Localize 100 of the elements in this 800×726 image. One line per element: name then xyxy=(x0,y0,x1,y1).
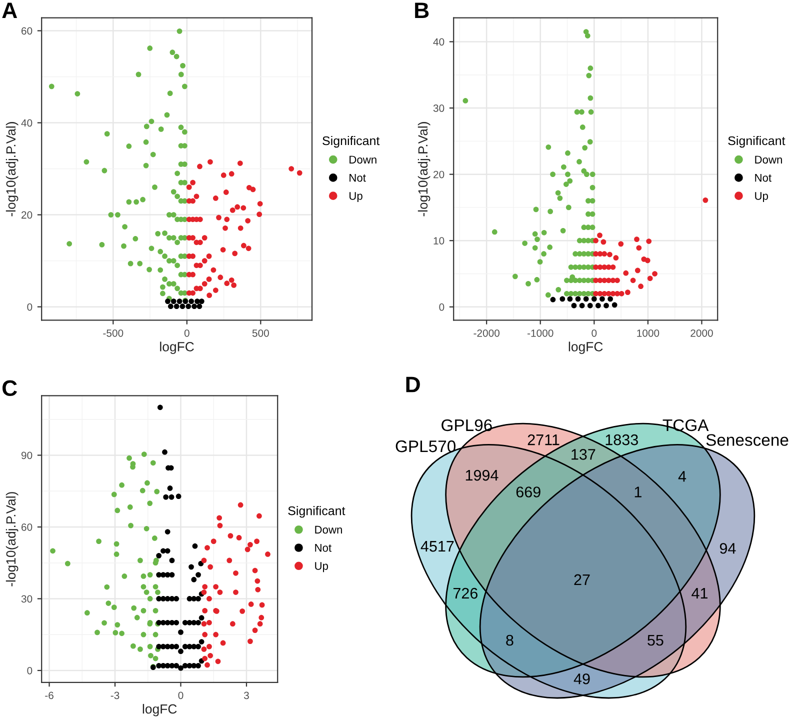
point xyxy=(604,302,609,308)
point xyxy=(238,225,244,231)
y-axis-title: -log10(adj.P.Val) xyxy=(418,122,430,216)
point xyxy=(220,247,226,252)
point xyxy=(84,610,90,616)
point xyxy=(217,590,223,595)
point xyxy=(210,267,216,273)
point xyxy=(233,590,238,595)
text: 1 xyxy=(634,486,642,498)
point xyxy=(567,296,573,302)
point xyxy=(147,644,153,650)
point xyxy=(147,596,153,602)
point xyxy=(144,480,150,486)
text: 1994 xyxy=(466,470,498,481)
point xyxy=(168,304,174,310)
point xyxy=(591,296,597,302)
legend-label: Up xyxy=(350,192,362,202)
point xyxy=(230,621,236,627)
point xyxy=(170,298,176,304)
point xyxy=(579,302,585,308)
point xyxy=(104,584,110,590)
point xyxy=(240,205,246,211)
point xyxy=(248,602,254,607)
chart-title: A xyxy=(2,2,18,18)
point xyxy=(248,542,253,548)
y-tick-label: 40 xyxy=(433,38,444,46)
x-axis-title: logFC xyxy=(142,704,177,716)
point xyxy=(119,630,124,636)
point xyxy=(646,238,652,244)
text: 4 xyxy=(678,471,686,482)
point xyxy=(220,172,226,178)
point xyxy=(550,296,556,302)
legend-title: Significant xyxy=(322,136,380,148)
point xyxy=(254,538,260,544)
point xyxy=(206,254,212,259)
x-tick-label: -2000 xyxy=(474,329,500,337)
point xyxy=(114,622,120,628)
point xyxy=(607,252,612,258)
point xyxy=(202,281,208,287)
point xyxy=(206,292,212,298)
legend-label: Down xyxy=(755,156,782,164)
x-tick-label: 0 xyxy=(592,329,597,337)
legend-label: Not xyxy=(350,174,366,182)
point xyxy=(152,536,158,541)
point xyxy=(114,541,120,547)
point xyxy=(593,290,598,296)
point xyxy=(202,235,208,240)
point xyxy=(587,302,593,308)
point xyxy=(593,278,598,284)
point xyxy=(647,276,653,282)
point xyxy=(111,604,117,610)
point xyxy=(256,513,262,519)
y-tick-label: 30 xyxy=(433,104,444,112)
y-tick-label: 40 xyxy=(21,119,32,127)
point xyxy=(259,602,265,608)
point xyxy=(154,488,160,494)
text: 669 xyxy=(516,486,540,498)
point xyxy=(180,304,186,310)
point xyxy=(190,235,196,240)
point xyxy=(233,570,238,576)
point xyxy=(128,522,134,528)
legend-title: Significant xyxy=(288,506,346,518)
point xyxy=(210,538,216,544)
point xyxy=(50,548,56,554)
point xyxy=(618,290,624,296)
point xyxy=(252,568,258,574)
y-axis-title: -log10(adj.P.Val) xyxy=(6,492,18,586)
x-tick-label: 2000 xyxy=(690,329,713,337)
point xyxy=(201,558,207,564)
point xyxy=(226,558,232,564)
point xyxy=(148,652,154,658)
y-tick-label: 10 xyxy=(434,237,444,244)
point xyxy=(636,245,642,251)
point xyxy=(241,242,246,248)
text: 49 xyxy=(574,673,590,684)
category-label: GPL570 xyxy=(396,440,456,452)
point xyxy=(220,640,226,646)
point xyxy=(138,558,143,564)
point xyxy=(618,241,624,247)
category-label: TCGA xyxy=(662,419,709,432)
point xyxy=(194,194,200,200)
point xyxy=(630,278,636,284)
point xyxy=(230,208,236,213)
point xyxy=(186,184,192,190)
point xyxy=(593,251,598,257)
category-label: GPL96 xyxy=(442,419,492,432)
point xyxy=(644,258,650,264)
point xyxy=(258,614,264,620)
point xyxy=(206,620,212,626)
point xyxy=(702,197,708,203)
point xyxy=(202,584,208,590)
point xyxy=(197,164,202,170)
point xyxy=(583,296,589,302)
point xyxy=(155,590,160,595)
y-tick-label: 0 xyxy=(27,666,32,674)
point xyxy=(224,280,230,286)
point xyxy=(257,201,263,206)
point xyxy=(201,590,207,595)
x-tick-label: 0 xyxy=(184,329,190,337)
x-axis-title: logFC xyxy=(568,342,603,354)
